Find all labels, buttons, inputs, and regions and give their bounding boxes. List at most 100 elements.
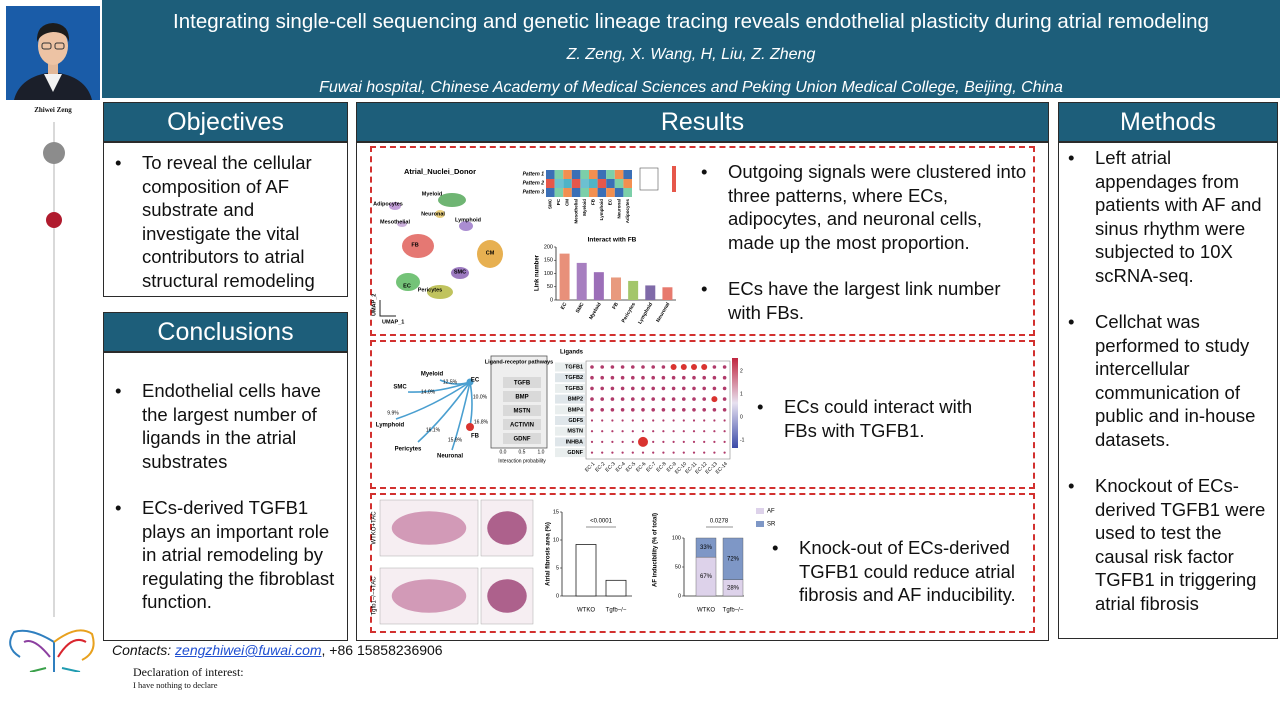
- dot: [671, 408, 676, 412]
- heatmap-cell: [606, 188, 615, 197]
- axis-label: UMAP_2: [371, 294, 377, 316]
- dot: [702, 397, 706, 401]
- cluster-blob: [451, 267, 469, 279]
- dot: [712, 365, 717, 369]
- cluster-blob: [438, 193, 466, 207]
- heatmap-cell: [606, 179, 615, 188]
- email-link[interactable]: zengzhiwei@fuwai.com: [175, 642, 322, 658]
- x-tick-label: Myeloid: [588, 302, 603, 321]
- pathway-label: MSTN: [514, 409, 531, 415]
- dot: [661, 365, 666, 369]
- dot: [631, 386, 635, 391]
- authors: Z. Zeng, X. Wang, H, Liu, Z. Zheng: [566, 46, 816, 63]
- dot: [631, 419, 634, 422]
- heatmap-cell: [563, 170, 572, 179]
- dot: [671, 386, 676, 391]
- pathway-bar: [503, 433, 541, 444]
- dot: [711, 396, 718, 403]
- heatmap-cell: [546, 170, 555, 179]
- dotplot-title: Ligands: [560, 350, 584, 356]
- dot: [692, 375, 696, 380]
- dot: [691, 364, 697, 370]
- bar: [662, 287, 673, 300]
- dot: [641, 375, 645, 380]
- dot: [620, 365, 625, 369]
- axis-label: AF inducibility (% of total): [653, 513, 659, 587]
- colorbar-tick: 2: [740, 368, 743, 374]
- dot: [712, 408, 717, 412]
- dot: [641, 430, 645, 433]
- dot: [651, 397, 655, 401]
- dot: [641, 386, 645, 391]
- image-label: Tgfb1−/−+TAC: [372, 576, 378, 616]
- cluster-label: Myeloid: [422, 191, 442, 197]
- dot: [631, 375, 635, 380]
- pathway-bar: [503, 405, 541, 416]
- dotplot-col-label: EC-6: [635, 461, 647, 473]
- dot: [600, 365, 604, 369]
- pathway-label: ACTIVIN: [510, 423, 534, 429]
- x-tick-label: Tgfb−/−: [606, 608, 627, 614]
- heatmap-cell: [589, 170, 598, 179]
- dot: [703, 451, 706, 454]
- dot: [590, 375, 594, 380]
- conclusions-list: Endothelial cells have the largest numbe…: [106, 379, 341, 614]
- bar: [645, 285, 656, 300]
- dot: [610, 375, 615, 380]
- heatmap-cell: [589, 179, 598, 188]
- bullet-item: Cellchat was performed to study intercel…: [1059, 310, 1273, 451]
- ligand-label: TGFB3: [565, 386, 583, 392]
- dot: [590, 365, 594, 369]
- dot: [621, 419, 624, 422]
- y-tick-label: 100: [544, 271, 553, 277]
- heatmap-col-label: PC: [556, 198, 561, 205]
- dot: [692, 451, 696, 454]
- dot: [672, 451, 675, 454]
- objectives-heading: Objectives: [103, 102, 348, 142]
- bar-segment: [695, 537, 717, 558]
- bullet-item: ECs have the largest link number with FB…: [692, 277, 1027, 324]
- pathway-label: TGFB: [514, 381, 531, 387]
- dotplot-col-label: EC-5: [625, 461, 637, 473]
- dot: [722, 397, 727, 401]
- heatmap-row-label: Pattern 3: [523, 189, 545, 195]
- bar: [559, 253, 570, 300]
- results-panel: [370, 146, 1035, 336]
- dot: [641, 397, 645, 401]
- dot: [641, 451, 645, 454]
- bar: [575, 544, 597, 597]
- network-node: [466, 423, 474, 431]
- bar: [628, 280, 639, 300]
- dot: [723, 430, 726, 433]
- methods-heading: Methods: [1058, 102, 1278, 142]
- pathway-bar: [503, 391, 541, 402]
- dot: [712, 375, 717, 380]
- dotplot-col-label: EC-14: [715, 461, 729, 475]
- x-tick-label: Tgfb−/−: [723, 608, 744, 614]
- dot: [722, 386, 727, 391]
- dot: [713, 419, 716, 422]
- heatmap-col-label: Lymphoid: [599, 199, 604, 221]
- dot: [611, 451, 614, 454]
- dot: [631, 408, 635, 412]
- dot: [638, 436, 648, 447]
- cluster-blob: [459, 221, 473, 231]
- edge-label: 16.1%: [426, 427, 441, 433]
- results-panel: [370, 340, 1035, 489]
- heatmap-cell: [554, 170, 564, 179]
- cluster-blob: [477, 240, 503, 268]
- heatmap-cell: [546, 188, 555, 197]
- bar-segment: [722, 537, 744, 580]
- header-bar: Integrating single-cell sequencing and g…: [102, 0, 1280, 98]
- heatmap-cell: [554, 188, 564, 197]
- dot: [662, 430, 665, 433]
- dot: [692, 440, 696, 443]
- x-tick-label: Lymphoid: [637, 302, 654, 326]
- dot: [661, 375, 666, 380]
- x-tick-label: FB: [611, 301, 620, 310]
- results-bullets: Knock-out of ECs-derived TGFB1 could red…: [763, 536, 1033, 607]
- dot: [701, 364, 708, 370]
- cluster-label: Adipocytes: [373, 201, 403, 207]
- dot: [672, 430, 675, 433]
- dot: [600, 386, 604, 391]
